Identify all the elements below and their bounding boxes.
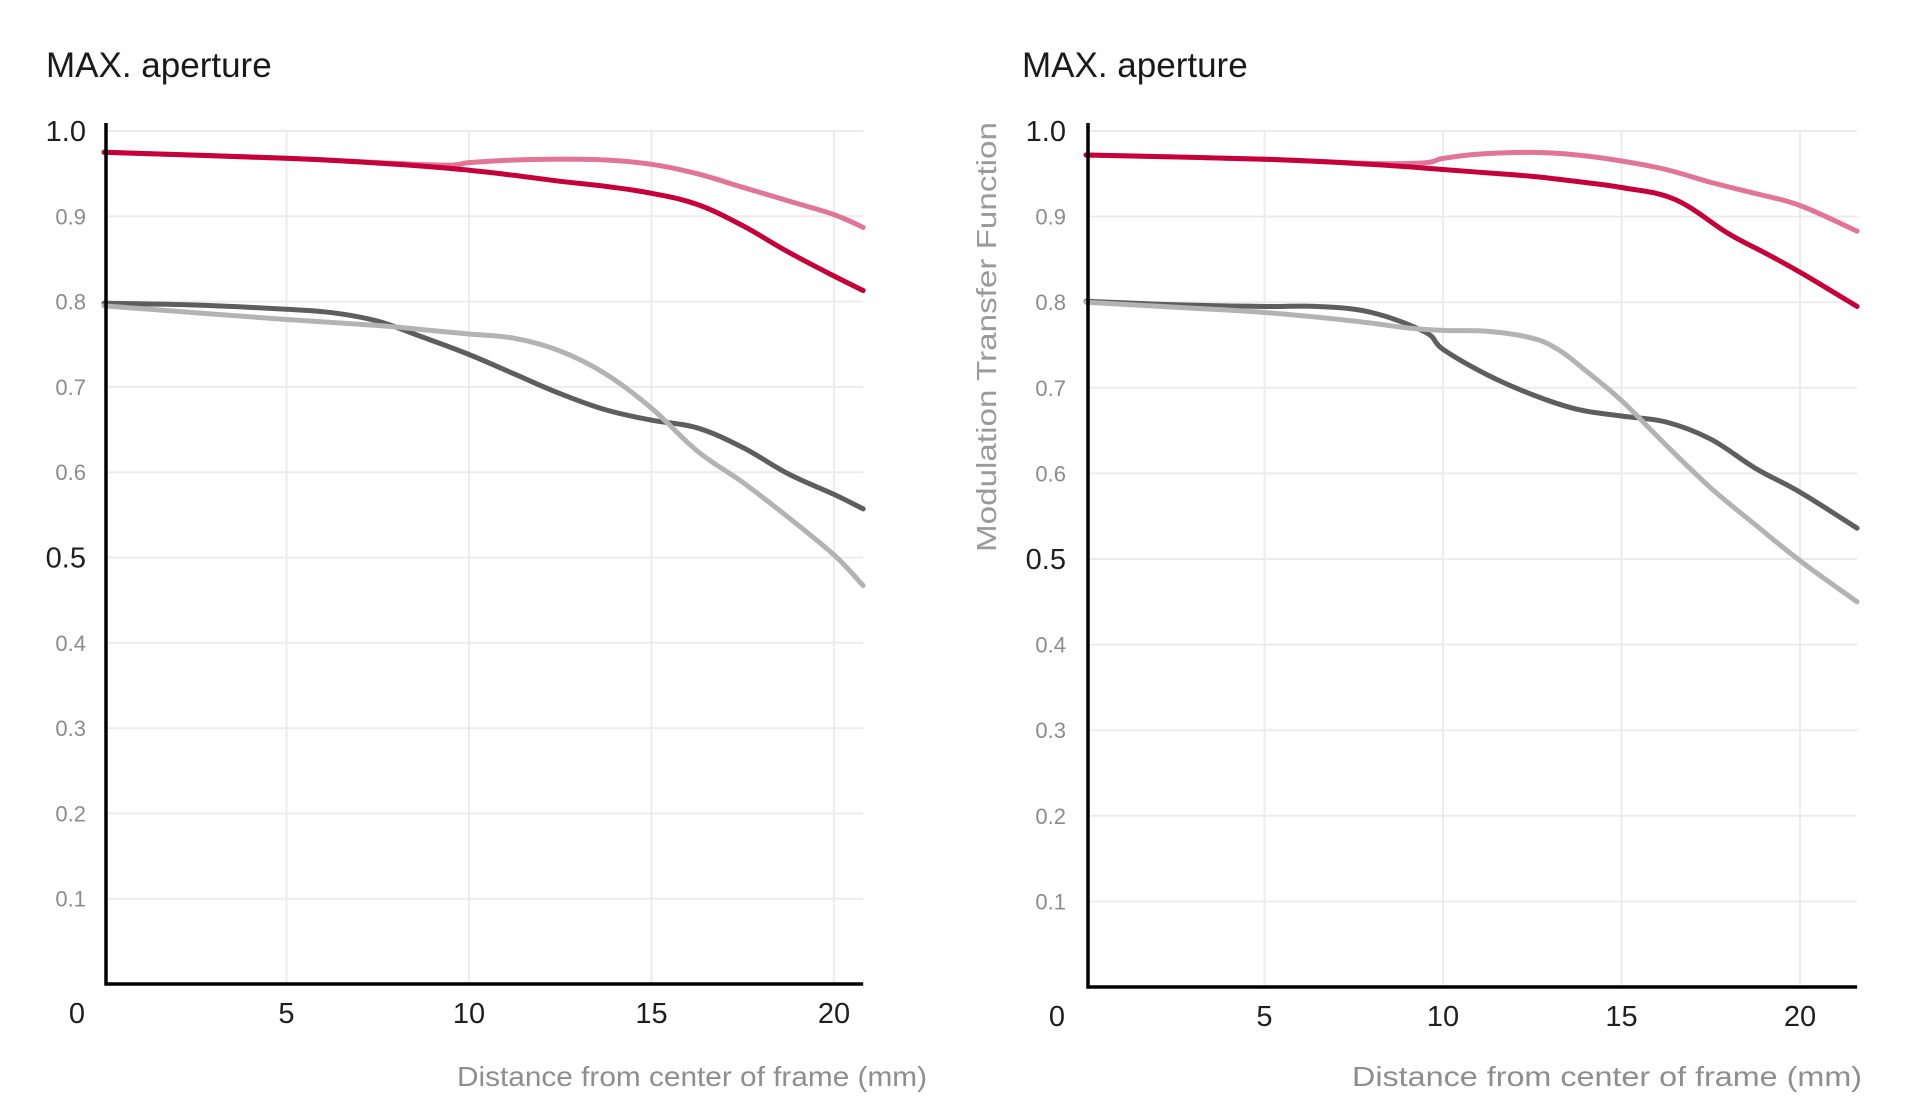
- y-tick-label: 0.8: [55, 290, 86, 315]
- x-tick-label: 20: [818, 998, 850, 1030]
- mtf-chart-right: MAX. aperture Modulation Transfer Functi…: [971, 46, 1862, 1092]
- y-tick-label: 1.0: [46, 116, 86, 148]
- y-tick-label: 0.6: [55, 460, 86, 485]
- chart-title: MAX. aperture: [1022, 46, 1248, 85]
- y-tick-label: 0.9: [55, 204, 86, 229]
- x-tick-labels: 0 5 10 15 20: [69, 998, 850, 1030]
- y-tick-label: 0.5: [46, 543, 86, 575]
- y-tick-label: 0.1: [55, 887, 86, 912]
- series-line-dark-grey: [1083, 298, 1860, 531]
- y-tick-label: 0.2: [1035, 804, 1066, 829]
- y-tick-label: 0.4: [55, 631, 86, 656]
- series-lines: [1083, 149, 1860, 605]
- x-tick-label: 0: [69, 998, 85, 1030]
- x-tick-label: 15: [1605, 1001, 1637, 1033]
- series-line-pink: [1083, 149, 1860, 234]
- y-tick-label: 0.4: [1035, 633, 1066, 658]
- x-tick-label: 10: [1427, 1001, 1459, 1033]
- x-axis-label: Distance from center of frame (mm): [457, 1061, 927, 1092]
- series-line-red: [1083, 152, 1860, 309]
- y-axis-label: Modulation Transfer Function: [971, 122, 1002, 552]
- x-tick-label: 5: [1256, 1001, 1272, 1033]
- y-tick-label: 0.9: [1035, 205, 1066, 230]
- y-tick-label: 0.5: [1026, 544, 1066, 576]
- grid-lines: [1088, 130, 1858, 987]
- x-tick-label: 15: [635, 998, 667, 1030]
- y-tick-label: 0.3: [55, 716, 86, 741]
- y-tick-label: 0.8: [1035, 290, 1066, 315]
- x-tick-label: 0: [1049, 1001, 1065, 1033]
- x-tick-labels: 0 5 10 15 20: [1049, 1001, 1816, 1033]
- chart-title: MAX. aperture: [46, 46, 272, 85]
- y-tick-label: 0.7: [1035, 376, 1066, 401]
- series-line-light-grey: [1083, 299, 1860, 605]
- x-axis-label: Distance from center of frame (mm): [1352, 1061, 1862, 1092]
- x-tick-label: 5: [278, 998, 294, 1030]
- y-tick-label: 0.2: [55, 801, 86, 826]
- y-tick-labels: 1.0 0.9 0.8 0.7 0.6 0.5 0.4 0.3 0.2 0.1: [46, 116, 86, 912]
- y-tick-label: 0.7: [55, 375, 86, 400]
- series-lines: [101, 149, 866, 589]
- series-line-light-grey: [101, 303, 866, 589]
- mtf-chart-left: MAX. aperture 1.0 0.9 0.8 0.7 0.6 0.5 0.4 0.3 0.…: [46, 46, 927, 1092]
- y-tick-labels: 1.0 0.9 0.8 0.7 0.6 0.5 0.4 0.3 0.2 0.1: [1026, 116, 1066, 914]
- y-tick-label: 0.3: [1035, 718, 1066, 743]
- grid-lines: [106, 130, 864, 984]
- y-tick-label: 0.6: [1035, 461, 1066, 486]
- y-tick-label: 0.1: [1035, 889, 1066, 914]
- x-tick-label: 20: [1784, 1001, 1816, 1033]
- y-tick-label: 1.0: [1026, 116, 1066, 148]
- x-tick-label: 10: [453, 998, 485, 1030]
- series-line-dark-grey: [101, 300, 866, 512]
- series-line-red: [101, 149, 866, 293]
